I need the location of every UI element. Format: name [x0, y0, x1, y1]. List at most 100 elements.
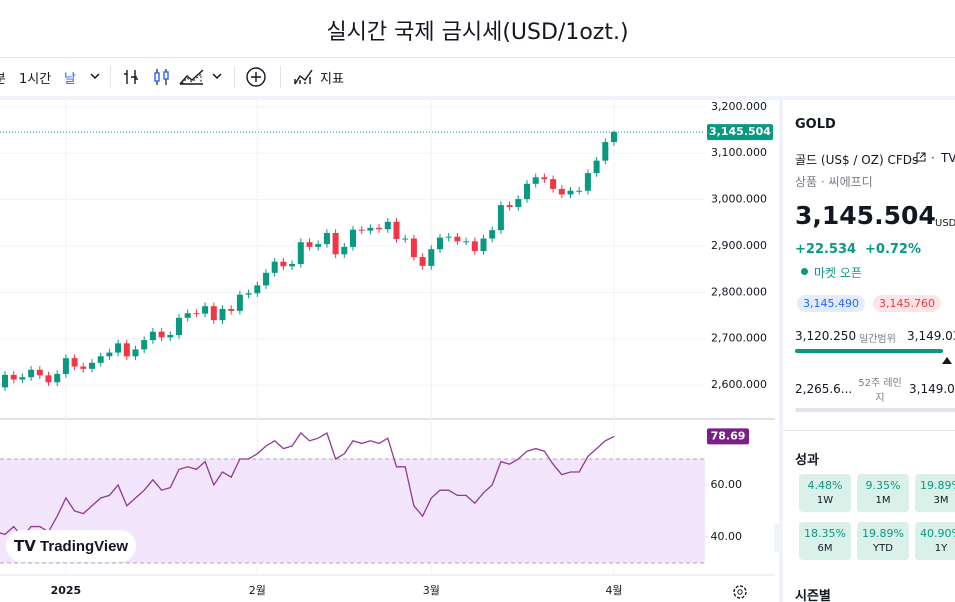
separator [110, 66, 111, 88]
performance-period: 3M [933, 495, 949, 506]
interval-menu[interactable] [89, 70, 101, 82]
performance-period: 1Y [934, 543, 948, 554]
bid: 3,145.490 [797, 295, 865, 312]
performance-cell[interactable]: 4.48% 1W [799, 474, 851, 512]
gear-inner [737, 589, 743, 595]
minute-button[interactable]: 분 [0, 68, 6, 87]
performance-title: 성과 [795, 453, 819, 468]
hour-button[interactable]: 1시간 [19, 72, 52, 87]
candle-body [141, 340, 148, 350]
bars-icon[interactable] [122, 67, 142, 87]
performance-cell[interactable]: 18.35% 6M [799, 522, 851, 560]
candle-body [80, 366, 87, 369]
y-tick-label: 2,600.000 [711, 378, 767, 391]
y-tick-label: 3,000.000 [711, 193, 767, 206]
performance-cell[interactable]: 19.89% YTD [857, 522, 909, 560]
candle-body [263, 272, 269, 286]
candle-body [280, 261, 287, 267]
candle-body [367, 227, 374, 231]
year-high: 3,149.0... [909, 382, 955, 396]
day-range-label: 일간범위 [859, 334, 896, 345]
candle-body [89, 362, 95, 369]
symbol-name[interactable]: 골드 (US$ / OZ) CFDs [795, 153, 919, 167]
candle-body [45, 375, 52, 383]
area-icon[interactable] [178, 67, 206, 87]
price: 3,145.504 [795, 201, 936, 230]
candle-body [106, 352, 113, 357]
candle-body [245, 293, 252, 295]
candle-body [584, 173, 591, 191]
performance-change: 19.89% [862, 527, 904, 540]
performance-cell[interactable]: 19.89% 3M [915, 474, 955, 512]
day-low: 3,120.250 [795, 329, 857, 343]
candle-body [184, 313, 191, 318]
candle-body [384, 221, 391, 230]
candle-body [341, 246, 348, 255]
toolbar: 분 1시간 날 지표 [0, 58, 955, 100]
candle-body [228, 309, 235, 311]
candle-body [480, 238, 487, 252]
candle-body [332, 232, 339, 255]
year-low: 2,265.6... [795, 382, 853, 396]
settings-button[interactable] [733, 585, 747, 599]
logo-text: 𝗧𝗩 TradingView [14, 537, 128, 555]
candle-body [289, 264, 296, 267]
candles-icon[interactable] [152, 67, 172, 87]
candle-body [297, 242, 304, 265]
candle-body [176, 317, 182, 335]
ask: 3,145.760 [873, 295, 941, 312]
candle-body [550, 179, 557, 189]
logo[interactable]: 𝗧𝗩 TradingView [6, 530, 136, 562]
candle-body [132, 349, 139, 357]
status-dot [801, 268, 808, 275]
currency: USD [935, 218, 955, 229]
performance-period: 1W [816, 495, 834, 506]
candle-body [158, 331, 165, 338]
indicators-icon[interactable] [293, 67, 315, 87]
candle-body [149, 331, 156, 341]
logo-word: TradingView [40, 538, 129, 555]
candle-body [1, 374, 8, 388]
day-button[interactable]: 날 [64, 72, 76, 87]
chart-type-menu[interactable] [211, 70, 223, 82]
change: +22.534 [795, 242, 857, 257]
market-status: 마켓 오픈 [814, 266, 862, 280]
candle-body [315, 244, 322, 247]
category: 상품 · 씨에프디 [795, 175, 873, 189]
performance-cell[interactable]: 9.35% 1M [857, 474, 909, 512]
compare-button[interactable] [245, 66, 267, 88]
y-tick-label: 2,800.000 [711, 285, 767, 298]
title: 실시간 국제 금시세(USD/1ozt.) [326, 20, 629, 45]
performance-change: 18.35% [804, 527, 846, 540]
candle-body [219, 309, 226, 321]
candle-body [410, 238, 417, 258]
y-tick-label: 40.00 [711, 530, 743, 543]
performance-cell[interactable]: 40.90% 1Y [915, 522, 955, 560]
external-link-icon[interactable] [915, 151, 927, 163]
y-tick-label: 3,200.000 [711, 100, 767, 113]
candle-body [506, 205, 513, 207]
candle-body [28, 369, 35, 378]
candle-body [202, 306, 209, 314]
candle-body [445, 236, 452, 238]
candle-body [358, 229, 365, 231]
candle-body [123, 343, 130, 357]
candle-body [19, 377, 26, 380]
candle-body [236, 294, 243, 311]
candle-body [323, 232, 330, 245]
candle-body [471, 241, 478, 252]
candle-body [611, 132, 617, 143]
candle-body [306, 242, 313, 247]
seasonal-title: 시즌별 [795, 589, 831, 602]
x-tick-label: 2025 [51, 584, 82, 597]
price-tag [707, 124, 773, 141]
indicators-button[interactable]: 지표 [320, 72, 344, 87]
candle-body [10, 374, 17, 380]
candle-body [419, 257, 426, 266]
candle-body [524, 183, 530, 200]
y-tick-label: 2,700.000 [711, 332, 767, 345]
price-tag-label: 3,145.504 [709, 125, 771, 138]
year-range-bar [795, 408, 955, 412]
collapse-tab [774, 524, 779, 552]
y-tick-label: 3,100.000 [711, 146, 767, 159]
